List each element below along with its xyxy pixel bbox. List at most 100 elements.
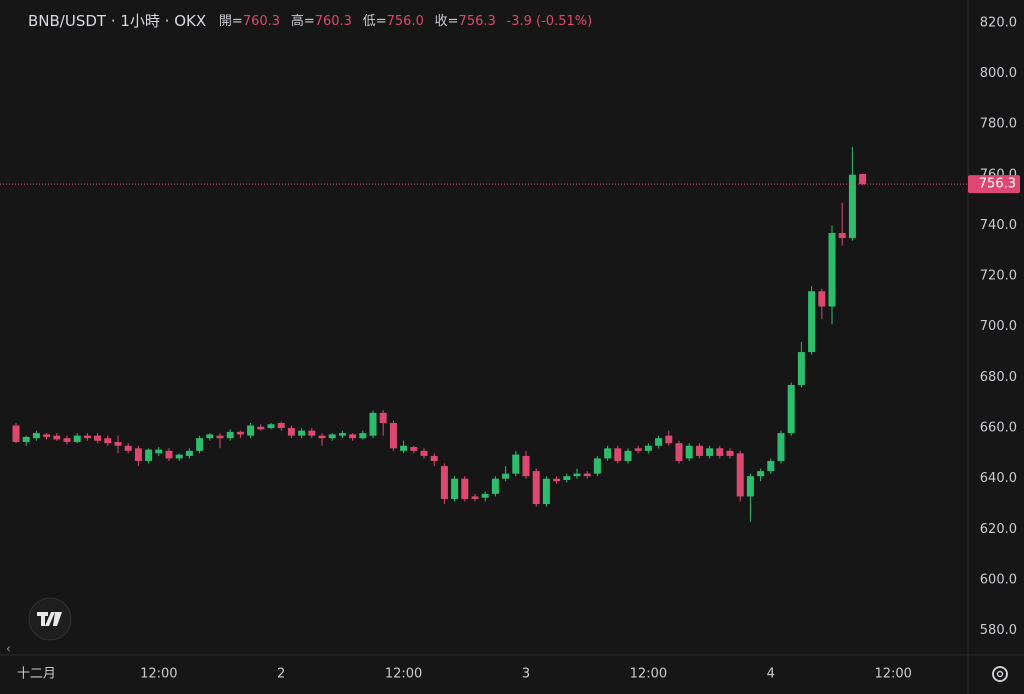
last-price-box	[968, 175, 1020, 194]
tradingview-logo	[28, 597, 72, 641]
candle-body	[644, 445, 652, 451]
candle-body	[267, 424, 275, 429]
x-tick-label: 12:00	[874, 667, 911, 682]
header-label: 高=	[291, 13, 315, 29]
candle-body	[318, 435, 326, 439]
candle-body	[420, 450, 428, 456]
candle-body	[400, 445, 408, 451]
header-change: -3.9 (-0.51%)	[507, 14, 593, 29]
candle-body	[369, 412, 377, 436]
y-tick-label: 820.0	[980, 15, 1017, 30]
candle-body	[553, 478, 561, 482]
scroll-arrow[interactable]: ‹	[6, 642, 11, 656]
candle-body	[94, 435, 102, 441]
candle-body	[175, 454, 183, 459]
candle-body	[726, 450, 734, 456]
candle-body	[808, 291, 816, 353]
last-price-label: 756.3	[979, 177, 1016, 192]
header-label: 收=	[435, 14, 459, 29]
x-tick-label: 4	[767, 667, 775, 682]
candle-body	[196, 438, 204, 451]
header-value: 760.3	[243, 14, 280, 29]
candle-body	[216, 435, 224, 439]
candle-body	[838, 233, 846, 239]
candle-body	[481, 493, 489, 498]
candle-body	[298, 430, 306, 436]
y-tick-label: 720.0	[980, 269, 1017, 284]
candle-body	[451, 478, 459, 499]
x-tick-label: 12:00	[385, 667, 422, 682]
candle-body	[73, 435, 81, 442]
candle-body	[675, 443, 683, 461]
candle-body	[43, 434, 51, 437]
candle-body	[491, 478, 499, 494]
chart-title: BNB/USDT · 1小時 · OKX	[28, 12, 206, 30]
candle-body	[634, 448, 642, 451]
candle-body	[206, 434, 214, 439]
y-tick-label: 780.0	[980, 117, 1017, 132]
candle-body	[665, 435, 673, 444]
y-tick-label: 640.0	[980, 471, 1017, 486]
candle-body	[685, 445, 693, 459]
candle-body	[797, 352, 805, 385]
candle-body	[614, 448, 622, 461]
header-label: 開=	[219, 14, 243, 29]
candle-body	[563, 476, 571, 480]
candle-body	[308, 430, 316, 436]
candle-body	[185, 450, 193, 456]
candle-body	[104, 438, 112, 444]
settings-icon[interactable]	[992, 666, 1008, 682]
candle-body	[542, 478, 550, 505]
chart-header: BNB/USDT · 1小時 · OKX 開=760.3 高=760.3 低=7…	[28, 12, 592, 30]
candle-body	[134, 448, 142, 461]
candle-body	[389, 422, 397, 449]
candle-body	[655, 438, 663, 446]
header-value: 756.0	[387, 14, 424, 29]
candle-body	[716, 448, 724, 456]
x-tick-label: 12:00	[140, 667, 177, 682]
x-tick-label: 12:00	[630, 667, 667, 682]
candle-body	[461, 478, 469, 499]
candle-body	[226, 431, 234, 439]
candle-body	[695, 445, 703, 456]
y-tick-label: 740.0	[980, 218, 1017, 233]
y-tick-label: 680.0	[980, 370, 1017, 385]
candle-body	[349, 434, 357, 439]
candle-body	[859, 174, 867, 185]
candle-body	[124, 445, 132, 451]
candle-body	[746, 476, 754, 497]
candle-body	[706, 448, 714, 456]
candle-body	[736, 453, 744, 497]
candle-body	[53, 435, 61, 440]
candle-body	[338, 433, 346, 436]
candle-body	[757, 471, 765, 477]
candle-body	[573, 473, 581, 477]
candle-body	[359, 433, 367, 439]
candle-body	[767, 460, 775, 472]
candle-body	[247, 425, 255, 436]
candle-body	[583, 473, 591, 477]
candle-body	[145, 449, 153, 461]
candle-body	[624, 450, 632, 461]
candle-body	[593, 458, 601, 474]
candle-body	[22, 436, 30, 442]
candle-body	[502, 473, 510, 479]
candle-body	[471, 496, 479, 499]
y-tick-label: 620.0	[980, 522, 1017, 537]
candle-body	[287, 428, 295, 436]
x-tick-label: 3	[522, 667, 530, 682]
candle-body	[32, 433, 40, 439]
candle-body	[440, 466, 448, 499]
candle-body	[848, 174, 856, 239]
header-value: 756.3	[459, 14, 496, 29]
y-tick-label: 800.0	[980, 66, 1017, 81]
header-label: 低=	[363, 14, 387, 29]
candle-body	[379, 412, 387, 423]
candle-body	[604, 448, 612, 459]
candle-body	[532, 471, 540, 505]
y-tick-label: 700.0	[980, 319, 1017, 334]
y-tick-label: 660.0	[980, 421, 1017, 436]
candle-body	[257, 426, 265, 430]
